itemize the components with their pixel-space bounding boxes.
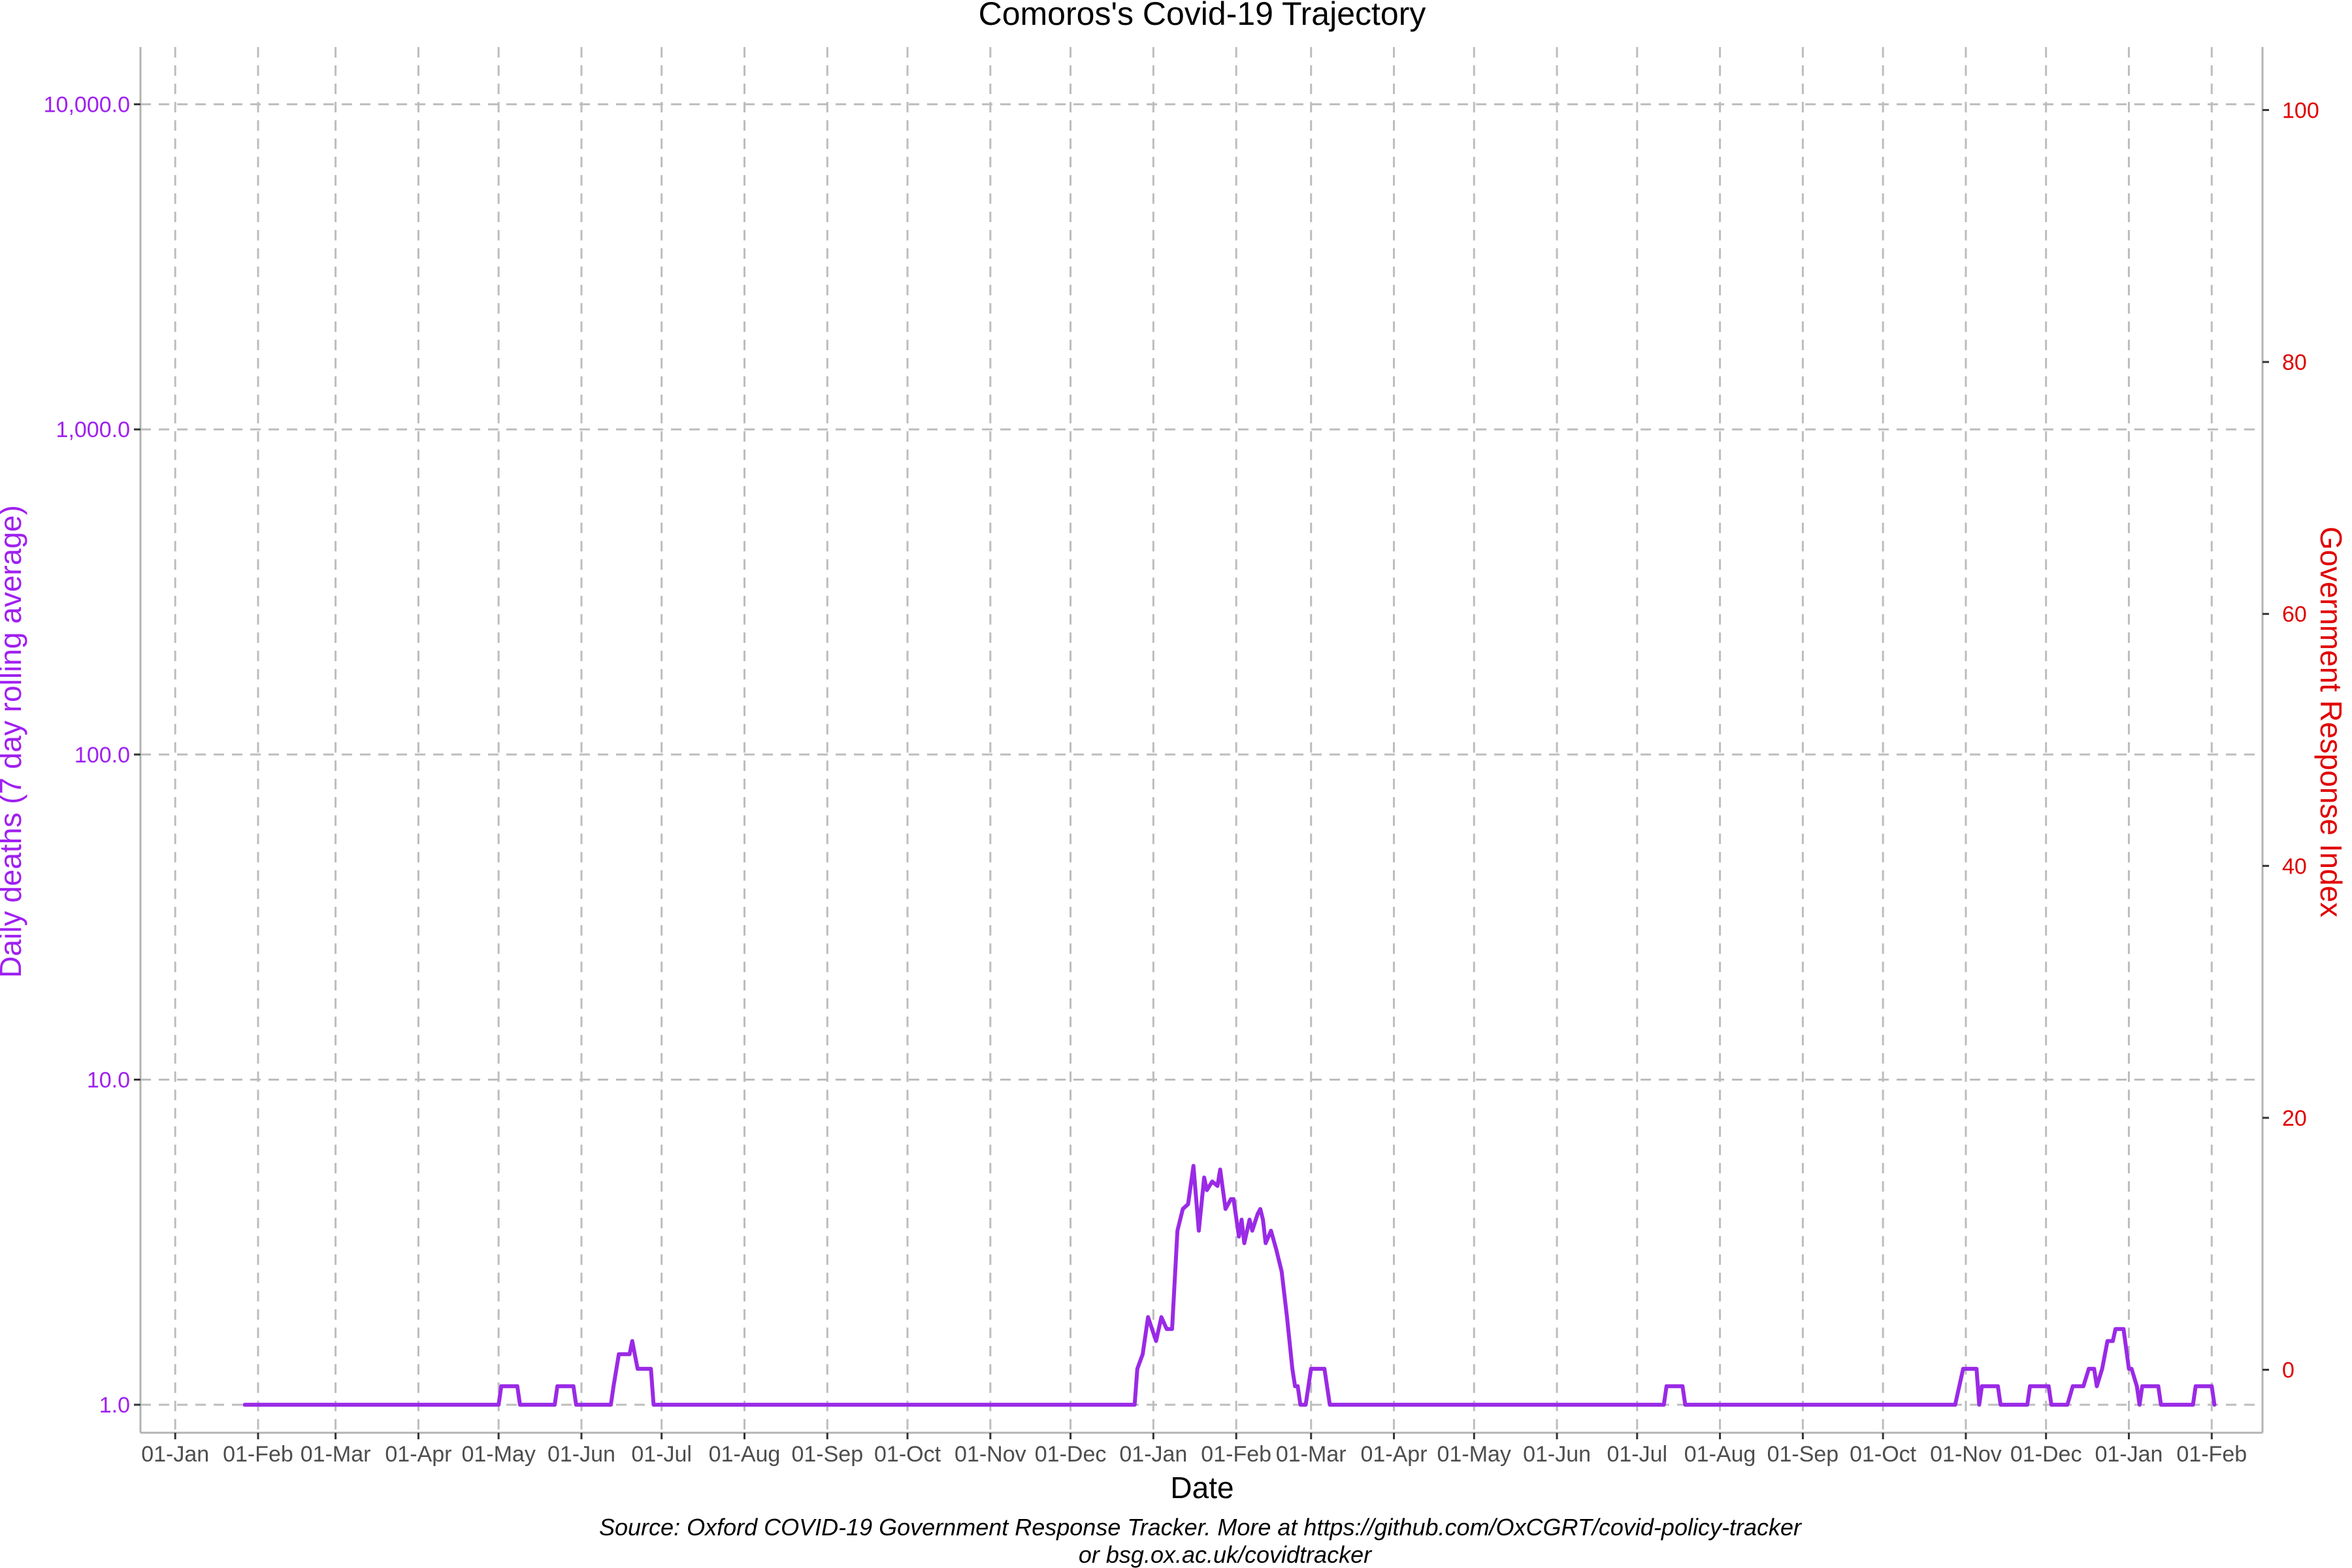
x-tick-label: 01-Oct — [1850, 1442, 1917, 1467]
daily-deaths-line — [242, 1164, 2217, 1407]
x-tick-label: 01-Mar — [1276, 1442, 1347, 1467]
y2-tick-label: 100 — [2282, 98, 2319, 123]
y-tick-label: 10,000.0 — [44, 93, 130, 118]
x-tick-label: 01-Oct — [874, 1442, 941, 1467]
y2-tick-label: 40 — [2282, 854, 2307, 879]
x-tick-label: 01-Jan — [2095, 1442, 2163, 1467]
source-caption-line-1: Source: Oxford COVID-19 Government Respo… — [599, 1514, 1803, 1541]
x-tick-label: 01-Aug — [709, 1442, 781, 1467]
x-axis-ticks: 01-Jan 01-Feb 01-Mar 01-Apr 01-May 01-Jun 01-J… — [141, 1433, 2247, 1467]
x-tick-label: 01-Feb — [223, 1442, 293, 1467]
y2-tick-label: 60 — [2282, 602, 2307, 627]
y-tick-label: 1,000.0 — [56, 417, 130, 442]
y-tick-label: 1.0 — [99, 1393, 130, 1418]
x-tick-label: 01-Feb — [2176, 1442, 2247, 1467]
y2-axis-ticks: 0 20 40 60 80 100 — [2262, 98, 2319, 1383]
grid-lines — [140, 47, 2262, 1433]
x-tick-label: 01-Jul — [1607, 1442, 1667, 1467]
x-tick-label: 01-Jun — [547, 1442, 615, 1467]
y2-tick-label: 20 — [2282, 1106, 2307, 1131]
y2-tick-label: 0 — [2282, 1358, 2295, 1383]
x-tick-label: 01-Jan — [141, 1442, 209, 1467]
x-tick-label: 01-Feb — [1201, 1442, 1271, 1467]
x-tick-label: 01-Sep — [1767, 1442, 1839, 1467]
series-lines — [242, 1164, 2217, 1407]
source-caption-line-2: or bsg.ox.ac.uk/covidtracker — [1079, 1541, 1373, 1568]
y2-axis-title: Government Response Index — [2314, 527, 2348, 917]
x-tick-label: 01-Apr — [1360, 1442, 1427, 1467]
y-axis-title: Daily deaths (7 day rolling average) — [0, 505, 27, 978]
x-tick-label: 01-Sep — [791, 1442, 863, 1467]
x-tick-label: 01-May — [1437, 1442, 1511, 1467]
x-tick-label: 01-May — [461, 1442, 535, 1467]
axes — [139, 47, 2264, 1434]
x-tick-label: 01-Jan — [1119, 1442, 1187, 1467]
x-tick-label: 01-Dec — [1035, 1442, 1107, 1467]
y-tick-label: 100.0 — [74, 743, 130, 768]
x-tick-label: 01-Nov — [955, 1442, 1026, 1467]
y-axis-ticks: 1.0 10.0 100.0 1,000.0 10,000.0 — [44, 93, 140, 1418]
x-tick-label: 01-Mar — [301, 1442, 371, 1467]
x-tick-label: 01-Aug — [1684, 1442, 1756, 1467]
x-tick-label: 01-Apr — [385, 1442, 451, 1467]
x-tick-label: 01-Jul — [631, 1442, 692, 1467]
x-tick-label: 01-Nov — [1930, 1442, 2002, 1467]
y-tick-label: 10.0 — [87, 1068, 130, 1092]
x-axis-title: Date — [1170, 1471, 1233, 1505]
x-tick-label: 01-Dec — [2010, 1442, 2082, 1467]
y2-tick-label: 80 — [2282, 350, 2307, 375]
x-tick-label: 01-Jun — [1523, 1442, 1591, 1467]
chart-title: Comoros's Covid-19 Trajectory — [979, 0, 1426, 32]
